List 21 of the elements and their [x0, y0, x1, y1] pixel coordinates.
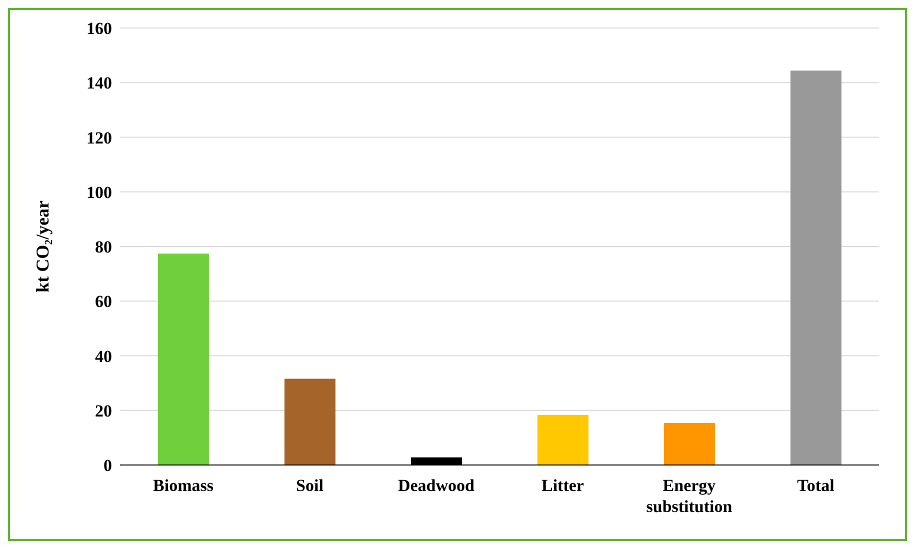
bar [790, 70, 842, 465]
x-tick-label: Deadwood [398, 476, 476, 495]
x-tick-label: Energy substitution [646, 476, 733, 516]
y-tick-label: 40 [95, 346, 112, 366]
x-tick-label: Biomass [153, 476, 214, 495]
y-axis-title: kt CO₂/year [32, 200, 52, 292]
bar [158, 254, 209, 465]
y-tick-label: 120 [86, 128, 112, 148]
bar [664, 422, 715, 465]
y-tick-label: 20 [95, 401, 112, 420]
y-tick-label: 160 [86, 19, 112, 38]
x-tick-label: Litter [542, 476, 584, 495]
bar [284, 378, 336, 465]
y-tick-label: 140 [86, 74, 112, 93]
x-tick-label: Soil [296, 476, 324, 495]
y-tick-label: 100 [86, 182, 112, 202]
y-tick-label: 80 [95, 238, 112, 257]
y-tick-label: 0 [104, 456, 112, 476]
x-tick-label: Total [797, 476, 835, 495]
bar [537, 415, 588, 465]
y-tick-label: 60 [95, 292, 112, 312]
